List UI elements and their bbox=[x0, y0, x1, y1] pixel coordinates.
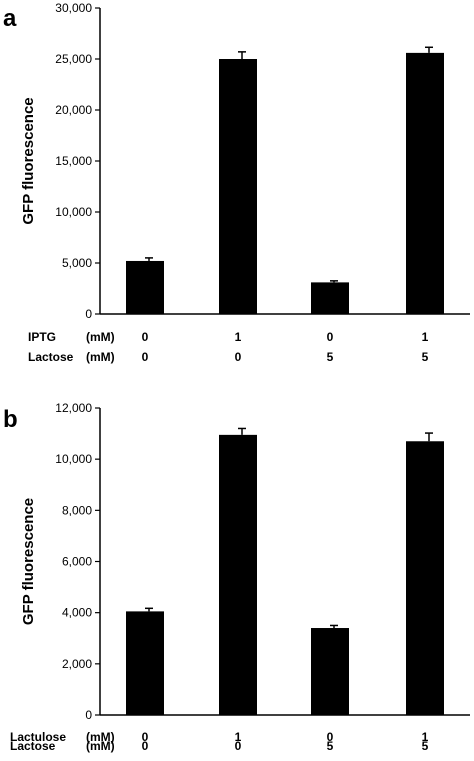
condition-value: 0 bbox=[327, 330, 334, 344]
y-tick-label: 10,000 bbox=[55, 205, 92, 219]
y-tick-label: 10,000 bbox=[55, 452, 92, 466]
bar bbox=[311, 628, 349, 715]
condition-unit: (mM) bbox=[86, 330, 115, 344]
condition-value: 5 bbox=[422, 350, 429, 364]
condition-value: 0 bbox=[142, 730, 149, 744]
condition-value: 1 bbox=[235, 330, 242, 344]
y-axis-label: GFP fluorescence bbox=[20, 97, 37, 224]
condition-value: 0 bbox=[142, 330, 149, 344]
condition-name: Lactose bbox=[10, 739, 56, 753]
y-tick-label: 0 bbox=[85, 708, 92, 722]
condition-value: 1 bbox=[235, 730, 242, 744]
panel-letter: a bbox=[3, 5, 17, 32]
bar bbox=[126, 260, 164, 314]
bar bbox=[219, 59, 257, 314]
condition-unit: (mM) bbox=[86, 350, 115, 364]
condition-unit: (mM) bbox=[86, 730, 115, 744]
y-tick-label: 12,000 bbox=[55, 401, 92, 415]
y-tick-label: 2,000 bbox=[62, 657, 92, 671]
y-tick-label: 15,000 bbox=[55, 154, 92, 168]
condition-name: IPTG bbox=[28, 330, 56, 344]
condition-value: 0 bbox=[327, 730, 334, 744]
panel-letter: b bbox=[3, 406, 18, 433]
condition-value: 0 bbox=[235, 739, 242, 753]
condition-name: Lactose bbox=[28, 350, 74, 364]
y-tick-label: 8,000 bbox=[62, 503, 92, 517]
y-tick-label: 0 bbox=[85, 307, 92, 321]
y-tick-label: 25,000 bbox=[55, 52, 92, 66]
condition-value: 0 bbox=[142, 739, 149, 753]
bar bbox=[126, 611, 164, 715]
condition-value: 0 bbox=[235, 350, 242, 364]
condition-value: 5 bbox=[422, 739, 429, 753]
y-axis-label: GFP fluorescence bbox=[20, 498, 37, 625]
bar bbox=[219, 434, 257, 715]
y-tick-label: 4,000 bbox=[62, 606, 92, 620]
condition-value: 5 bbox=[327, 739, 334, 753]
y-tick-label: 30,000 bbox=[55, 1, 92, 15]
condition-value: 1 bbox=[422, 730, 429, 744]
y-tick-label: 20,000 bbox=[55, 103, 92, 117]
bar bbox=[406, 52, 444, 314]
condition-value: 1 bbox=[422, 330, 429, 344]
condition-value: 0 bbox=[142, 350, 149, 364]
condition-value: 5 bbox=[327, 350, 334, 364]
y-tick-label: 5,000 bbox=[62, 256, 92, 270]
condition-name: Lactulose bbox=[10, 730, 66, 744]
y-tick-label: 6,000 bbox=[62, 555, 92, 569]
bar bbox=[311, 282, 349, 314]
bar bbox=[406, 441, 444, 715]
condition-unit: (mM) bbox=[86, 739, 115, 753]
